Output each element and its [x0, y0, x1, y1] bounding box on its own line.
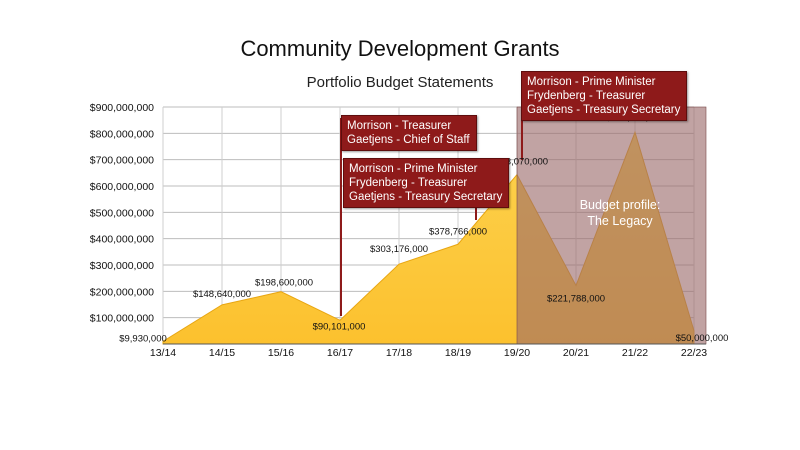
annotation-line: Frydenberg - Treasurer	[349, 177, 468, 189]
annotation-line: Gaetjens - Treasury Secretary	[349, 191, 503, 203]
annotation-callout-prime-minister-2: Morrison - Prime Minister Frydenberg - T…	[521, 71, 688, 121]
annotation-line: Morrison - Prime Minister	[349, 163, 478, 175]
data-label: $198,600,000	[255, 278, 313, 289]
annotation-line: Gaetjens - Treasury Secretary	[527, 104, 681, 116]
y-tick-label: $200,000,000	[90, 286, 154, 298]
y-tick-label: $900,000,000	[90, 102, 154, 114]
x-tick-label: 22/23	[681, 347, 707, 359]
x-tick-label: 17/18	[386, 347, 412, 359]
y-tick-label: $600,000,000	[90, 181, 154, 193]
annotation-line: Frydenberg - Treasurer	[527, 90, 646, 102]
data-label: $221,788,000	[547, 294, 605, 305]
data-label: $303,176,000	[370, 244, 428, 255]
shaded-region-label-line: The Legacy	[587, 214, 653, 228]
y-tick-label: $300,000,000	[90, 260, 154, 272]
annotation-callout-prime-minister-1: Morrison - Prime Minister Frydenberg - T…	[343, 158, 510, 208]
y-tick-label: $500,000,000	[90, 207, 154, 219]
x-tick-label: 13/14	[150, 347, 176, 359]
x-tick-label: 16/17	[327, 347, 353, 359]
data-label: $50,000,000	[676, 333, 729, 344]
data-label: $9,930,000	[119, 333, 167, 344]
x-tick-label: 18/19	[445, 347, 471, 359]
x-tick-label: 15/16	[268, 347, 294, 359]
data-label: $378,766,000	[429, 226, 487, 237]
y-tick-label: $400,000,000	[90, 234, 154, 246]
x-tick-label: 14/15	[209, 347, 235, 359]
data-label: $90,101,000	[313, 321, 366, 332]
data-label: $643,070,000	[490, 157, 548, 168]
chart-title: Community Development Grants	[240, 36, 560, 61]
x-tick-label: 19/20	[504, 347, 530, 359]
y-tick-label: $800,000,000	[90, 128, 154, 140]
annotation-line: Morrison - Prime Minister	[527, 76, 656, 88]
data-label: $148,640,000	[193, 289, 251, 300]
annotation-line: Morrison - Treasurer	[347, 120, 452, 132]
x-tick-label: 21/22	[622, 347, 648, 359]
y-tick-label: $700,000,000	[90, 155, 154, 167]
chart-subtitle: Portfolio Budget Statements	[306, 74, 494, 91]
annotation-line: Gaetjens - Chief of Staff	[347, 134, 470, 146]
y-tick-label: $100,000,000	[90, 313, 154, 325]
shaded-region-label: Budget profile: The Legacy	[560, 197, 680, 229]
x-tick-label: 20/21	[563, 347, 589, 359]
shaded-region-label-line: Budget profile:	[579, 198, 661, 212]
annotation-callout-treasurer: Morrison - Treasurer Gaetjens - Chief of…	[341, 115, 477, 151]
